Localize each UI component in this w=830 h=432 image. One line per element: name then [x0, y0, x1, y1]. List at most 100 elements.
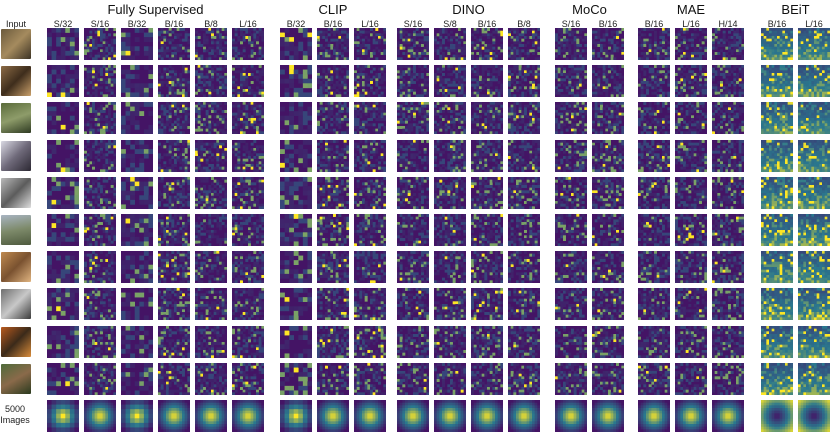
map-patch — [245, 405, 249, 409]
map-patch — [176, 368, 180, 372]
map-patch — [253, 52, 257, 55]
map-patch — [102, 392, 106, 395]
map-patch — [242, 83, 246, 87]
map-patch — [240, 402, 243, 406]
map-patch — [174, 400, 177, 403]
map-patch — [245, 36, 249, 39]
map-patch — [253, 381, 257, 385]
map-patch — [84, 373, 87, 377]
map-patch — [97, 193, 101, 196]
map-patch — [216, 312, 220, 315]
map-patch — [160, 128, 164, 132]
map-patch — [197, 235, 201, 239]
map-patch — [293, 124, 299, 130]
map-patch — [240, 41, 243, 45]
map-patch — [253, 405, 257, 409]
map-patch — [256, 392, 259, 395]
map-patch — [213, 379, 217, 382]
map-patch — [289, 400, 295, 405]
map-patch — [261, 317, 264, 320]
map-patch — [256, 219, 259, 223]
map-patch — [166, 75, 169, 79]
map-patch — [89, 421, 93, 425]
map-patch — [143, 153, 149, 159]
map-patch — [105, 413, 109, 417]
map-patch — [113, 145, 116, 149]
map-patch — [168, 107, 172, 111]
map-patch — [200, 331, 204, 335]
map-patch — [110, 413, 114, 417]
map-patch — [100, 251, 103, 254]
map-patch — [205, 331, 209, 335]
map-patch — [69, 297, 75, 303]
map-patch — [110, 145, 114, 149]
map-patch — [256, 78, 259, 82]
map-patch — [211, 400, 214, 403]
map-patch — [211, 275, 214, 278]
map-patch — [110, 185, 114, 188]
map-patch — [92, 339, 95, 343]
map-patch — [56, 65, 62, 70]
map-patch — [280, 37, 285, 43]
map-patch — [208, 201, 212, 204]
map-patch — [89, 227, 93, 231]
map-patch — [171, 182, 175, 186]
map-patch — [205, 28, 209, 31]
map-patch — [84, 328, 87, 332]
map-patch — [105, 102, 109, 105]
map-patch — [105, 78, 109, 82]
map-patch — [84, 298, 87, 302]
map-patch — [60, 353, 66, 358]
map-patch — [125, 400, 131, 405]
map-patch — [171, 416, 175, 419]
map-patch — [208, 400, 212, 403]
map-patch — [69, 204, 75, 209]
map-patch — [200, 57, 204, 60]
map-patch — [47, 111, 52, 117]
map-patch — [261, 38, 264, 42]
map-patch — [160, 269, 164, 273]
map-patch — [176, 118, 180, 121]
map-patch — [253, 280, 257, 283]
map-patch — [245, 256, 249, 260]
map-patch — [284, 181, 290, 187]
map-patch — [216, 78, 220, 82]
map-patch — [92, 373, 95, 377]
map-patch — [171, 91, 175, 95]
map-patch — [174, 198, 177, 202]
map-patch — [258, 110, 262, 113]
map-patch — [280, 106, 285, 112]
map-patch — [256, 148, 259, 151]
map-patch — [108, 426, 111, 430]
map-patch — [102, 293, 106, 297]
map-patch — [219, 75, 222, 79]
map-patch — [121, 32, 126, 38]
map-patch — [74, 348, 79, 354]
map-patch — [168, 148, 172, 151]
map-patch — [110, 123, 114, 127]
map-patch — [242, 148, 246, 151]
map-patch — [110, 73, 114, 76]
map-patch — [184, 400, 188, 403]
map-patch — [182, 203, 185, 207]
map-patch — [69, 381, 75, 387]
map-patch — [108, 115, 111, 119]
map-patch — [280, 390, 285, 395]
map-patch — [74, 422, 79, 428]
map-patch — [176, 309, 180, 313]
map-patch — [69, 255, 75, 261]
map-patch — [208, 387, 212, 390]
map-patch — [108, 94, 111, 97]
map-patch — [289, 195, 295, 201]
map-patch — [258, 371, 262, 374]
map-patch — [105, 365, 109, 369]
map-patch — [60, 204, 66, 209]
map-patch — [205, 190, 209, 194]
map-patch — [253, 304, 257, 307]
map-patch — [84, 107, 87, 111]
map-patch — [160, 123, 164, 127]
map-patch — [187, 166, 190, 170]
map-patch — [203, 190, 206, 194]
map-patch — [197, 368, 201, 372]
map-patch — [237, 421, 241, 425]
